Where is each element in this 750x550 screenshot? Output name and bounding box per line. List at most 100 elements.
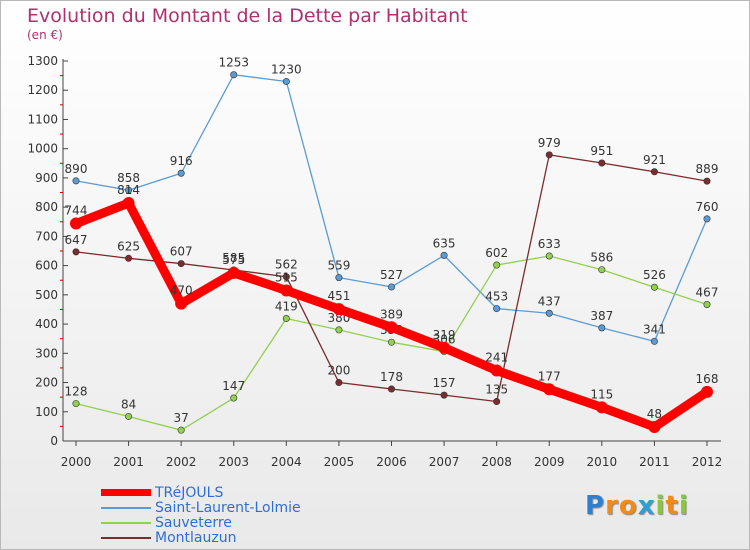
series-point-2	[335, 326, 343, 334]
data-label-1: 437	[538, 294, 561, 308]
data-label-1: 559	[327, 259, 350, 273]
series-point-3	[440, 391, 448, 399]
series-point-2	[545, 252, 553, 260]
series-point-3	[177, 260, 185, 268]
series-point-0	[701, 385, 713, 398]
data-label-2: 602	[485, 246, 508, 260]
x-tick-label: 2008	[481, 455, 512, 469]
chart-legend: TRéJOULS Saint-Laurent-Lolmie Sauveterre Mo…	[101, 485, 301, 546]
logo-letter: o	[618, 491, 638, 521]
y-tick-label: 800	[35, 200, 58, 214]
legend-swatch	[101, 521, 151, 524]
chart-title: Evolution du Montant de la Dette par Hab…	[27, 5, 468, 27]
series-point-0	[175, 297, 188, 310]
series-point-1	[493, 305, 501, 313]
series-point-3	[335, 379, 343, 387]
series-point-0	[122, 197, 135, 210]
y-tick-label: 100	[35, 405, 58, 419]
data-label-1: 1253	[218, 56, 249, 70]
logo-letter: r	[605, 491, 619, 521]
series-point-0	[595, 401, 608, 414]
data-label-3: 135	[485, 383, 508, 397]
series-point-2	[177, 426, 185, 434]
series-point-0	[490, 364, 503, 377]
series-point-2	[72, 400, 80, 408]
y-tick-label: 600	[35, 259, 58, 273]
data-label-0: 168	[696, 372, 719, 386]
y-tick-label: 400	[35, 317, 58, 331]
data-label-1: 527	[380, 268, 403, 282]
series-point-3	[282, 273, 290, 281]
series-point-1	[440, 251, 448, 259]
data-label-1: 341	[643, 322, 666, 336]
x-tick-label: 2003	[218, 455, 249, 469]
series-point-1	[650, 337, 658, 345]
series-point-3	[493, 398, 501, 406]
series-point-1	[282, 77, 290, 85]
data-label-3: 178	[380, 370, 403, 384]
data-label-2: 37	[174, 411, 189, 425]
y-tick-label: 200	[35, 376, 58, 390]
data-label-0: 115	[590, 387, 613, 401]
series-point-2	[493, 261, 501, 269]
x-tick-label: 2002	[166, 455, 197, 469]
data-label-0: 814	[117, 183, 140, 197]
x-tick-label: 2005	[324, 455, 355, 469]
data-label-0: 389	[380, 307, 403, 321]
data-label-1: 760	[696, 200, 719, 214]
series-point-0	[543, 383, 556, 396]
data-label-1: 1230	[271, 62, 302, 76]
series-point-1	[72, 177, 80, 185]
data-label-2: 586	[590, 251, 613, 265]
x-tick-label: 2010	[587, 455, 618, 469]
data-label-1: 635	[433, 236, 456, 250]
x-tick-label: 2000	[61, 455, 92, 469]
series-point-1	[387, 283, 395, 291]
series-point-0	[385, 321, 398, 334]
data-label-0: 744	[65, 204, 88, 218]
x-tick-label: 2004	[271, 455, 302, 469]
y-tick-label: 1200	[27, 83, 58, 97]
legend-swatch	[101, 536, 151, 539]
data-label-2: 147	[222, 379, 245, 393]
legend-swatch	[101, 506, 151, 509]
y-tick-label: 1300	[27, 54, 58, 68]
y-tick-label: 300	[35, 346, 58, 360]
series-point-0	[648, 420, 661, 433]
series-point-3	[545, 151, 553, 159]
data-label-1: 453	[485, 290, 508, 304]
proxiti-logo: Proxiti	[585, 491, 689, 521]
legend-item: Montlauzun	[101, 530, 301, 546]
series-point-1	[598, 324, 606, 332]
series-point-2	[282, 315, 290, 323]
series-point-1	[230, 71, 238, 79]
series-point-2	[598, 266, 606, 274]
logo-letter: x	[637, 491, 656, 521]
data-label-3: 607	[170, 245, 193, 259]
data-label-0: 575	[222, 253, 245, 267]
data-label-3: 921	[643, 153, 666, 167]
series-point-1	[177, 169, 185, 177]
series-point-3	[125, 254, 133, 262]
y-tick-label: 500	[35, 288, 58, 302]
data-label-3: 979	[538, 136, 561, 150]
y-tick-label: 900	[35, 171, 58, 185]
data-label-1: 858	[117, 171, 140, 185]
data-label-2: 467	[696, 285, 719, 299]
series-point-1	[335, 274, 343, 282]
x-tick-label: 2009	[534, 455, 565, 469]
series-point-3	[72, 248, 80, 256]
legend-label: Sauveterre	[155, 514, 232, 531]
logo-letter: i	[655, 491, 666, 521]
series-point-2	[650, 283, 658, 291]
y-tick-label: 1100	[27, 112, 58, 126]
x-tick-label: 2012	[692, 455, 723, 469]
y-tick-label: 1000	[27, 142, 58, 156]
y-tick-label: 700	[35, 229, 58, 243]
logo-letter: i	[678, 491, 689, 521]
series-point-3	[703, 177, 711, 185]
series-point-1	[125, 186, 133, 194]
data-label-2: 84	[121, 397, 136, 411]
